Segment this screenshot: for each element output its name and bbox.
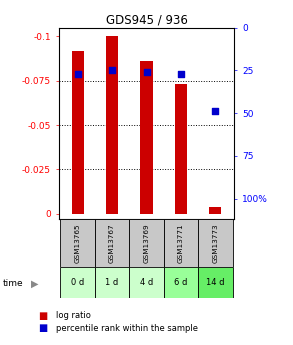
Bar	[198, 267, 233, 298]
Text: log ratio: log ratio	[56, 311, 91, 320]
Point	[110, 68, 114, 73]
Point	[213, 109, 218, 114]
Bar	[60, 267, 95, 298]
Text: 0 d: 0 d	[71, 278, 84, 287]
Bar	[164, 219, 198, 267]
Text: 6 d: 6 d	[174, 278, 188, 287]
Bar	[129, 219, 164, 267]
Point	[179, 71, 183, 77]
Text: GSM13771: GSM13771	[178, 224, 184, 263]
Text: percentile rank within the sample: percentile rank within the sample	[56, 324, 198, 333]
Bar	[198, 219, 233, 267]
Text: GSM13773: GSM13773	[212, 224, 219, 263]
Bar	[140, 61, 153, 214]
Text: ■: ■	[38, 311, 47, 321]
Bar	[209, 207, 222, 214]
Text: time: time	[3, 279, 23, 288]
Text: 4 d: 4 d	[140, 278, 153, 287]
Text: ▶: ▶	[31, 279, 38, 288]
Bar	[95, 219, 129, 267]
Bar	[164, 267, 198, 298]
Text: ■: ■	[38, 324, 47, 333]
Bar	[71, 51, 84, 214]
Text: 14 d: 14 d	[206, 278, 225, 287]
Bar	[60, 219, 95, 267]
Bar	[129, 267, 164, 298]
Bar	[175, 84, 187, 214]
Text: GSM13767: GSM13767	[109, 224, 115, 263]
Bar	[95, 267, 129, 298]
Text: GSM13765: GSM13765	[74, 224, 81, 263]
Bar	[106, 37, 118, 214]
Text: 1 d: 1 d	[105, 278, 119, 287]
Point	[75, 71, 80, 77]
Text: GSM13769: GSM13769	[144, 224, 149, 263]
Title: GDS945 / 936: GDS945 / 936	[105, 13, 188, 27]
Point	[144, 69, 149, 75]
